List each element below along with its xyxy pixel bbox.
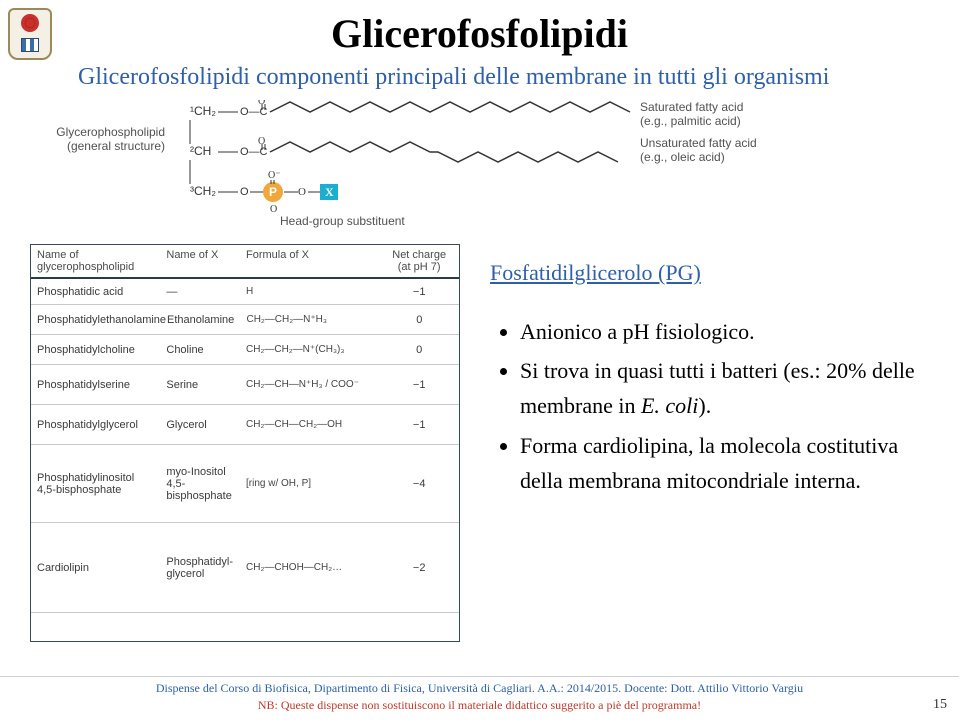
- cell-x: myo-Inositol 4,5-bisphosphate: [160, 445, 240, 522]
- cell-formula: CH₂—CH—CH₂—OH: [240, 405, 379, 444]
- table-row: PhosphatidylserineSerineCH₂—CH—N⁺H₃ / CO…: [31, 365, 459, 405]
- svg-text:O—C: O—C: [240, 146, 268, 158]
- subtitle: Glicerofosfolipidi componenti principali…: [78, 64, 829, 91]
- svg-text:O⁻: O⁻: [268, 170, 281, 181]
- table-row: Phosphatidic acid—H−1: [31, 279, 459, 305]
- cell-x: Ethanolamine: [161, 305, 240, 334]
- svg-text:O: O: [258, 100, 265, 107]
- cell-formula: H: [240, 279, 379, 304]
- logo: [8, 8, 64, 64]
- logo-shield-icon: [8, 8, 52, 60]
- th-formula: Formula of X: [240, 245, 379, 277]
- table-row: PhosphatidylglycerolGlycerolCH₂—CH—CH₂—O…: [31, 405, 459, 445]
- cell-name: Phosphatidylcholine: [31, 335, 160, 364]
- svg-text:O: O: [270, 204, 277, 215]
- page-number: 15: [933, 697, 947, 713]
- svg-text:²CH: ²CH: [190, 144, 211, 158]
- cell-charge: −1: [379, 405, 459, 444]
- cell-charge: 0: [379, 335, 459, 364]
- cell-x: —: [160, 279, 240, 304]
- page-title: Glicerofosfolipidi: [331, 10, 628, 57]
- th-x: Name of X: [160, 245, 240, 277]
- svg-text:P: P: [269, 185, 277, 199]
- table-row: Phosphatidylinositol 4,5-bisphosphatemyo…: [31, 445, 459, 523]
- svg-text:¹CH₂: ¹CH₂: [190, 104, 216, 118]
- cell-name: Phosphatidic acid: [31, 279, 160, 304]
- right-panel: Fosfatidilglicerolo (PG) Anionico a pH f…: [490, 260, 935, 502]
- bullet-item: Forma cardiolipina, la molecola costitut…: [520, 428, 935, 498]
- cell-formula: CH₂—CH₂—N⁺H₃: [240, 305, 379, 334]
- cell-x: Serine: [160, 365, 240, 404]
- bullet-item: Si trova in quasi tutti i batteri (es.: …: [520, 353, 935, 423]
- cell-name: Cardiolipin: [31, 523, 160, 612]
- cell-charge: −4: [379, 445, 459, 522]
- diagram-label-left: Glycerophospholipid (general structure): [50, 125, 165, 153]
- bullet-list: Anionico a pH fisiologico. Si trova in qu…: [490, 314, 935, 498]
- cell-formula: CH₂—CH—N⁺H₃ / COO⁻: [240, 365, 379, 404]
- cell-charge: 0: [380, 305, 459, 334]
- cell-name: Phosphatidylethanolamine: [31, 305, 161, 334]
- lipid-table: Name of glycerophospholipid Name of X Fo…: [30, 244, 460, 642]
- svg-text:O: O: [240, 186, 249, 198]
- th-name: Name of glycerophospholipid: [31, 245, 160, 277]
- table-header: Name of glycerophospholipid Name of X Fo…: [31, 245, 459, 279]
- cell-x: Phosphatidyl-glycerol: [160, 523, 240, 612]
- cell-x: Glycerol: [160, 405, 240, 444]
- svg-text:O: O: [298, 186, 306, 198]
- cell-formula: CH₂—CHOH—CH₂…: [240, 523, 379, 612]
- table-row: PhosphatidylcholineCholineCH₂—CH₂—N⁺(CH₃…: [31, 335, 459, 365]
- svg-text:O—C: O—C: [240, 106, 268, 118]
- cell-name: Phosphatidylglycerol: [31, 405, 160, 444]
- footer-line2: NB: Queste dispense non sostituiscono il…: [0, 698, 959, 713]
- pg-heading: Fosfatidilglicerolo (PG): [490, 260, 935, 286]
- cell-formula: CH₂—CH₂—N⁺(CH₃)₃: [240, 335, 379, 364]
- footer: Dispense del Corso di Biofisica, Diparti…: [0, 676, 959, 713]
- table-row: CardiolipinPhosphatidyl-glycerolCH₂—CHOH…: [31, 523, 459, 613]
- cell-name: Phosphatidylinositol 4,5-bisphosphate: [31, 445, 160, 522]
- bullet-item: Anionico a pH fisiologico.: [520, 314, 935, 349]
- cell-name: Phosphatidylserine: [31, 365, 160, 404]
- cell-charge: −1: [379, 365, 459, 404]
- cell-formula: [ring w/ OH, P]: [240, 445, 379, 522]
- table-row: PhosphatidylethanolamineEthanolamineCH₂—…: [31, 305, 459, 335]
- cell-charge: −1: [379, 279, 459, 304]
- svg-text:X: X: [325, 185, 334, 199]
- footer-line1: Dispense del Corso di Biofisica, Diparti…: [0, 681, 959, 696]
- cell-x: Choline: [160, 335, 240, 364]
- svg-text:³CH₂: ³CH₂: [190, 184, 216, 198]
- structure-diagram: ¹CH₂ ²CH ³CH₂ O—C O O—C O O P O⁻ O O X: [170, 100, 790, 230]
- svg-text:O: O: [258, 136, 265, 147]
- th-charge: Net charge (at pH 7): [379, 245, 459, 277]
- cell-charge: −2: [379, 523, 459, 612]
